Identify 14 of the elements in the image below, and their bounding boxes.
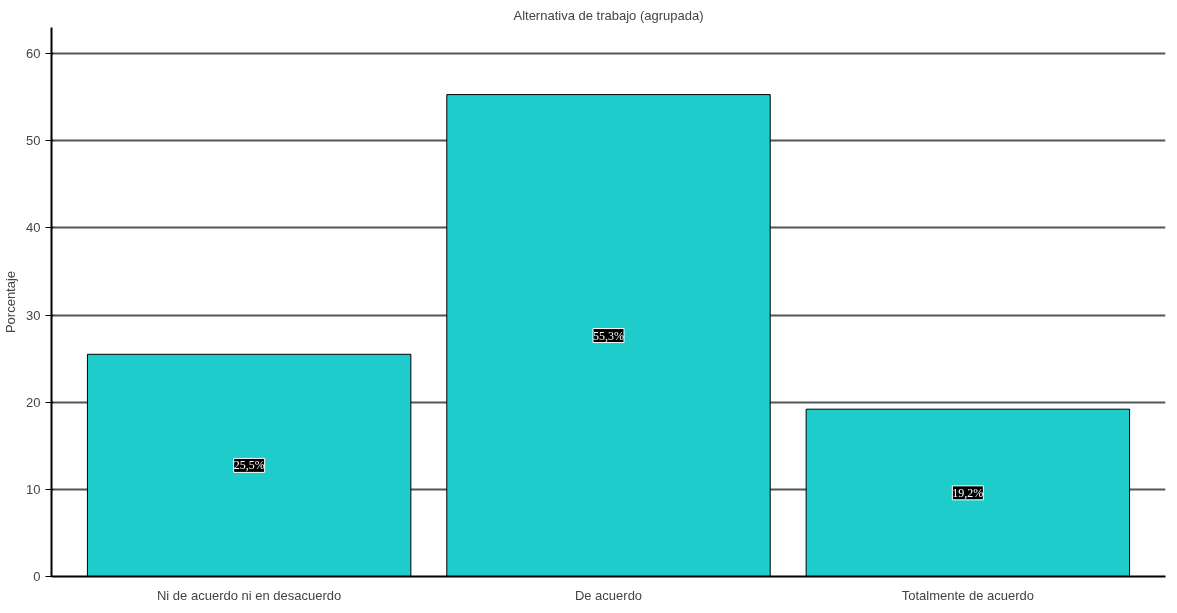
x-tick-label: De acuerdo xyxy=(574,587,643,603)
y-tick-label: 10 xyxy=(26,481,41,497)
y-tick-label: 40 xyxy=(26,220,41,236)
y-tick-label: 50 xyxy=(26,133,41,149)
y-tick-label: 30 xyxy=(26,307,41,323)
y-tick-label: 0 xyxy=(33,569,41,584)
data-label: 19,2% xyxy=(952,485,984,500)
x-tick-label: Totalmente de acuerdo xyxy=(901,587,1034,603)
chart-title: Alternativa de trabajo (agrupada) xyxy=(513,7,704,23)
data-label: 55,3% xyxy=(593,328,624,343)
y-axis-title: Porcentaje xyxy=(3,270,19,334)
y-tick-label: 60 xyxy=(26,46,41,62)
y-tick-label: 20 xyxy=(26,394,41,410)
x-tick-label: Ni de acuerdo ni en desacuerdo xyxy=(157,587,342,603)
